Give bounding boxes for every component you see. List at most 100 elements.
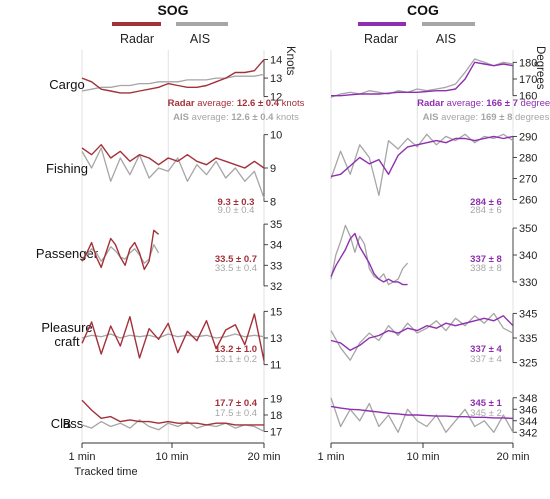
label-part: Class: [51, 416, 84, 431]
radar-stat: 345 ± 1: [470, 398, 502, 409]
legend-label-ais: AIS: [436, 32, 456, 46]
radar-stat: 13.2 ± 1.0: [215, 344, 257, 355]
radar-stat: 337 ± 8: [470, 254, 502, 265]
x-tick-label: 20 min: [496, 451, 529, 463]
series-line-ais: [330, 224, 409, 286]
y-tick-label: 12: [270, 92, 282, 104]
radar-stat: 284 ± 6: [470, 197, 502, 208]
radar-stat: 33.5 ± 0.7: [215, 254, 257, 265]
y-tick-label: 10: [270, 130, 282, 142]
label-part: B: [63, 416, 72, 431]
x-tick-label: 10 min: [406, 451, 439, 463]
radar-average-note: Radar average: 166 ± 7 degrees: [417, 98, 550, 109]
y-tick-label: 13: [270, 73, 282, 85]
y-tick-label: 9: [270, 163, 276, 175]
y-tick-label: 340: [519, 250, 537, 262]
y-tick-label: 290: [519, 131, 537, 143]
x-tick-label: 20 min: [247, 451, 280, 463]
ais-stat: 345 ± 2: [470, 408, 502, 419]
series-line-ais: [330, 397, 514, 433]
label-part: AIS: [173, 112, 189, 123]
y-tick-label: 17: [270, 426, 282, 438]
y-tick-label: 280: [519, 152, 537, 164]
y-tick-label: 14: [270, 55, 282, 67]
x-axis-label: Tracked time: [74, 466, 137, 478]
label-part: 12.6 ± 0.4: [237, 98, 280, 109]
y-tick-label: 344: [519, 416, 537, 428]
y-tick-label: 19: [270, 394, 282, 406]
series-line-radar: [81, 59, 265, 94]
series-line-ais: [81, 147, 265, 199]
label-part: average:: [444, 98, 486, 109]
series-line-radar: [81, 144, 265, 169]
label-part: Radar: [417, 98, 444, 109]
ais-average-note: AIS average: 12.6 ± 0.4 knots: [173, 112, 299, 123]
radar-average-note: Radar average: 12.6 ± 0.4 knots: [168, 98, 305, 109]
label-part: knots: [279, 98, 305, 109]
series-line-ais: [81, 419, 265, 432]
radar-stat: 9.3 ± 0.3: [218, 197, 255, 208]
series-line-ais: [81, 333, 265, 339]
ais-stat: 284 ± 6: [470, 205, 502, 216]
series-line-radar: [330, 232, 408, 286]
row-label: Fishing: [46, 161, 88, 176]
series-line-ais: [330, 312, 514, 361]
ais-stat: 33.5 ± 0.4: [215, 263, 257, 274]
y-tick-label: 180: [519, 57, 537, 69]
y-tick-label: 13: [270, 333, 282, 345]
series-line-radar: [330, 405, 514, 420]
y-tick-label: 8: [270, 196, 276, 208]
y-tick-label: 325: [519, 358, 537, 370]
label-part: 169 ± 8: [481, 112, 513, 123]
label-part: Radar: [168, 98, 195, 109]
series-line-radar: [81, 399, 264, 426]
y-tick-label: 350: [519, 223, 537, 235]
label-part: average:: [438, 112, 480, 123]
row-label: Cargo: [49, 77, 84, 92]
radar-stat: 17.7 ± 0.4: [215, 398, 258, 409]
label-part: 12.6 ± 0.4: [231, 112, 274, 123]
y-tick-label: 335: [519, 333, 537, 345]
y-tick-label: 348: [519, 393, 537, 405]
ais-stat: 337 ± 4: [470, 354, 502, 365]
radar-stat: 337 ± 4: [470, 344, 502, 355]
legend-label-radar: Radar: [120, 32, 154, 46]
y-tick-label: 260: [519, 195, 537, 207]
y-tick-label: 170: [519, 74, 537, 86]
label-part: degrees: [518, 98, 550, 109]
row-label: Pleasure craft: [41, 320, 92, 349]
y-tick-label: 32: [270, 281, 282, 293]
label-part: AIS: [423, 112, 439, 123]
x-tick-label: 10 min: [155, 451, 188, 463]
y-tick-label: 345: [519, 308, 537, 320]
y-tick-label: 18: [270, 410, 282, 422]
label-part: average:: [189, 112, 231, 123]
series-line-radar: [81, 313, 265, 361]
unit-label: Knots: [284, 46, 296, 76]
series-line-radar: [331, 61, 514, 97]
row-label: Passenger: [36, 246, 99, 261]
series-line-radar: [330, 135, 514, 178]
y-tick-label: 34: [270, 240, 282, 252]
label-part: knots: [273, 112, 299, 123]
label-part: Pleasure: [41, 320, 92, 335]
ais-stat: 9.0 ± 0.4: [218, 205, 255, 216]
series-line-radar: [81, 229, 160, 271]
series-line-ais: [330, 133, 514, 197]
y-tick-label: 342: [519, 427, 537, 439]
panel-title: COG: [407, 2, 439, 18]
ais-average-note: AIS average: 169 ± 8 degrees: [423, 112, 550, 123]
unit-label: Degrees: [534, 46, 546, 90]
label-part: 166 ± 7: [486, 98, 518, 109]
row-label: ClassB: [51, 416, 84, 431]
label-part: average:: [195, 98, 237, 109]
y-tick-label: 35: [270, 219, 282, 231]
y-tick-label: 11: [270, 360, 281, 372]
ais-stat: 17.5 ± 0.4: [215, 408, 257, 419]
ais-stat: 13.1 ± 0.2: [215, 354, 257, 365]
series-line-radar: [330, 315, 514, 351]
x-tick-label: 1 min: [69, 451, 96, 463]
x-tick-label: 1 min: [318, 451, 345, 463]
legend-label-ais: AIS: [190, 32, 210, 46]
